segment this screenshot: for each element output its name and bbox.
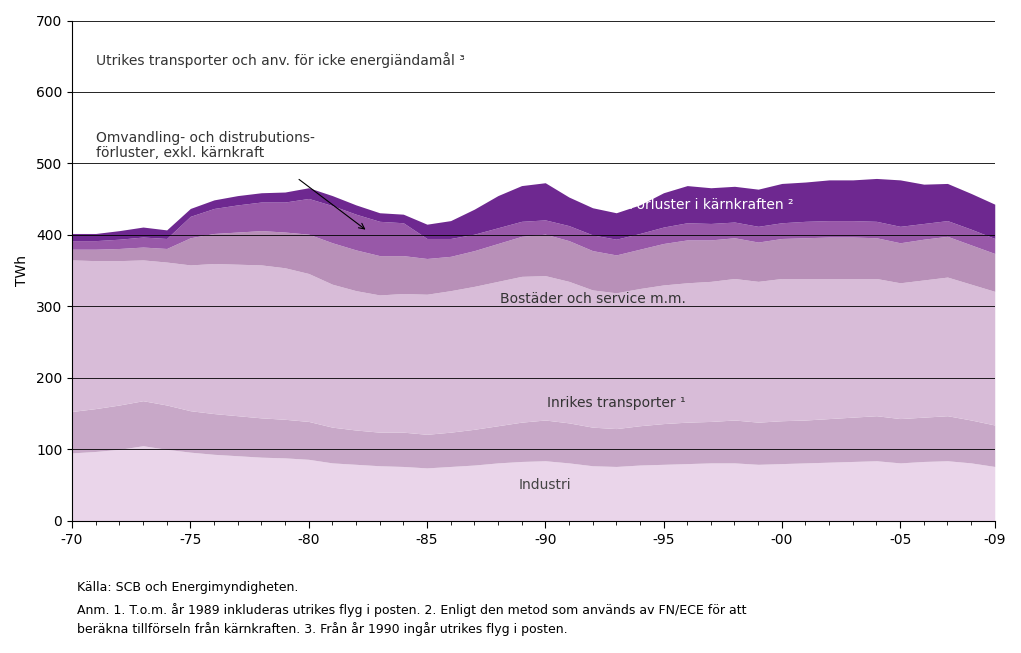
Text: Bostäder och service m.m.: Bostäder och service m.m. (499, 293, 685, 306)
Text: förluster, exkl. kärnkraft: förluster, exkl. kärnkraft (96, 146, 264, 160)
Y-axis label: TWh: TWh (15, 255, 29, 286)
Text: Omvandling- och distrubutions-: Omvandling- och distrubutions- (96, 131, 314, 146)
Text: Förluster i kärnkraften ²: Förluster i kärnkraften ² (629, 198, 793, 212)
Text: Industri: Industri (519, 478, 572, 492)
Text: Utrikes transporter och anv. för icke energiändamål ³: Utrikes transporter och anv. för icke en… (96, 52, 465, 68)
Text: beräkna tillförseln från kärnkraften. 3. Från år 1990 ingår utrikes flyg i poste: beräkna tillförseln från kärnkraften. 3.… (77, 622, 568, 637)
Text: Inrikes transporter ¹: Inrikes transporter ¹ (547, 396, 685, 410)
Text: Källa: SCB och Energimyndigheten.: Källa: SCB och Energimyndigheten. (77, 581, 298, 594)
Text: Anm. 1. T.o.m. år 1989 inkluderas utrikes flyg i posten. 2. Enligt den metod som: Anm. 1. T.o.m. år 1989 inkluderas utrike… (77, 603, 746, 617)
